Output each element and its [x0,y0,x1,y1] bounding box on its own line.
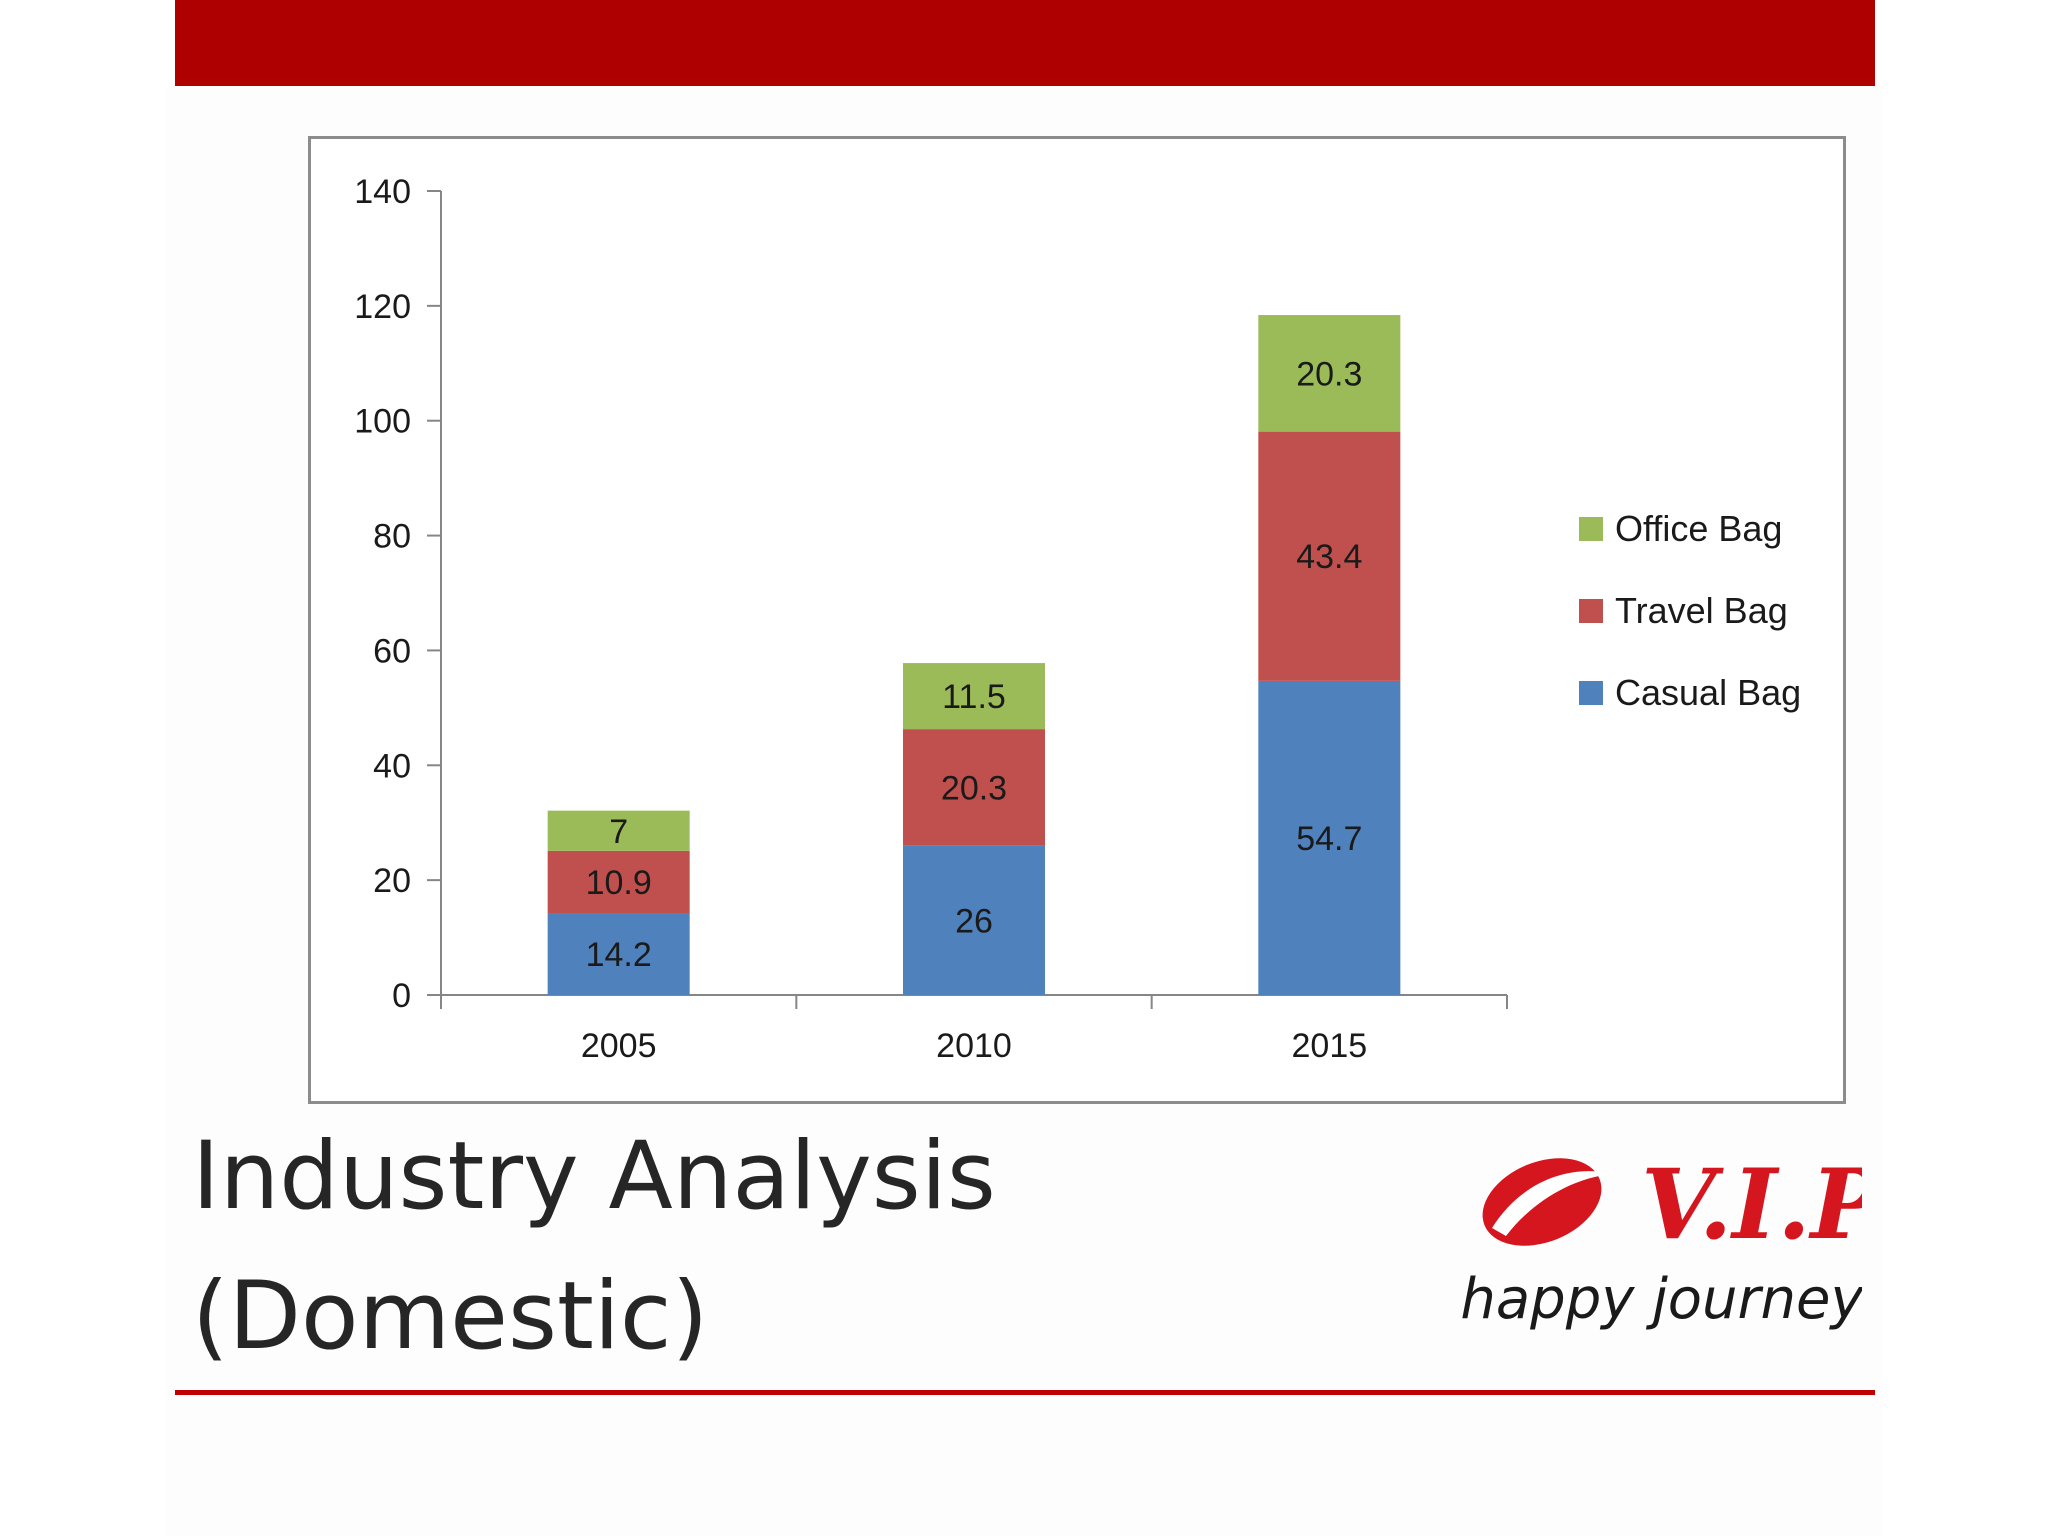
bar-segment [1258,431,1401,681]
data-label: 10.9 [586,864,652,902]
slide-title-line-2: (Domestic) [192,1262,709,1371]
bar-segment [1258,315,1401,432]
data-label: 14.2 [586,936,652,974]
logo-brand-text: V.I.P [1641,1150,1862,1261]
vip-swoosh-icon [1482,1158,1612,1246]
y-tick-label: 20 [373,862,411,900]
bottom-divider [175,1390,1875,1395]
y-tick-label: 0 [392,977,411,1015]
x-tick-label: 2005 [581,1027,657,1065]
data-label: 11.5 [942,678,1006,716]
data-label: 43.4 [1296,538,1362,576]
data-label: 20.3 [1296,355,1362,393]
y-tick-label: 140 [354,173,411,211]
legend-swatch [1579,681,1603,705]
y-tick-label: 80 [373,518,411,556]
data-label: 26 [955,902,993,940]
x-tick-label: 2015 [1292,1027,1368,1065]
legend-swatch [1579,599,1603,623]
legend-label: Travel Bag [1615,590,1788,631]
vip-logo: V.I.P happy journey [1462,1150,1862,1332]
stacked-bar-chart: 0 20 40 60 80 100 120 140 14.2 10.9 7 2005 26 20.3 11.… [354,173,1801,1065]
bar-segment [547,913,690,995]
y-tick-label: 100 [354,403,411,441]
bar-segment [547,850,690,914]
bar-segment [1258,680,1401,995]
bar-segment [547,810,690,851]
slide-title-line-1: Industry Analysis [192,1122,996,1231]
bar-segment [903,845,1045,995]
legend-label: Casual Bag [1615,672,1801,713]
chart-frame: 0 20 40 60 80 100 120 140 14.2 10.9 7 2005 26 20.3 11.… [308,136,1846,1104]
legend-swatch [1579,517,1603,541]
y-tick-label: 120 [354,288,411,326]
legend-label: Office Bag [1615,508,1782,549]
logo-tagline-text: happy journey [1462,1267,1862,1332]
y-tick-label: 40 [373,747,411,785]
bar-segment [903,663,1045,730]
data-label: 54.7 [1296,820,1362,858]
bar-segment [903,729,1045,846]
top-banner [175,0,1875,86]
x-tick-label: 2010 [936,1027,1012,1065]
data-label: 7 [609,813,628,851]
y-tick-label: 60 [373,632,411,670]
data-label: 20.3 [941,769,1007,807]
